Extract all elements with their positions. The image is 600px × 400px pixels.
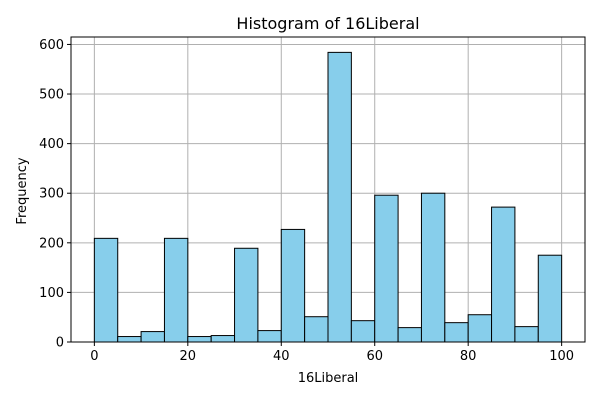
y-tick-label-4: 400	[39, 137, 64, 152]
histogram-bar-15	[444, 322, 469, 343]
x-tick-label-3: 60	[366, 349, 383, 364]
plot-frame	[70, 36, 586, 343]
histogram-bar-3	[163, 237, 189, 343]
histogram-bar-0	[93, 237, 119, 343]
histogram-bar-19	[537, 254, 563, 343]
histogram-bar-2	[140, 331, 165, 343]
y-tick-label-5: 500	[39, 88, 64, 103]
histogram-bar-8	[280, 228, 306, 343]
histogram-bar-10	[327, 51, 352, 343]
histogram-bar-17	[491, 206, 516, 343]
histogram-bar-4	[187, 336, 212, 343]
y-tick-label-3: 300	[39, 187, 64, 202]
x-tick-label-5: 100	[549, 349, 574, 364]
histogram-bar-9	[304, 316, 329, 343]
x-tick-label-4: 80	[460, 349, 477, 364]
x-axis-label: 16Liberal	[298, 371, 359, 386]
y-axis-ticks: 0 100 200 300 400 500 600	[39, 38, 71, 351]
y-axis-label: Frequency	[15, 157, 30, 224]
histogram-bar-1	[117, 336, 142, 343]
histogram-bar-7	[257, 330, 282, 343]
x-tick-label-2: 40	[273, 349, 290, 364]
histogram-bar-5	[210, 335, 236, 343]
histogram-bar-11	[350, 320, 376, 343]
bars	[93, 51, 563, 343]
y-tick-label-6: 600	[39, 38, 64, 53]
histogram-bar-6	[234, 247, 259, 343]
y-tick-label-2: 200	[39, 236, 64, 251]
chart-title: Histogram of 16Liberal	[236, 14, 419, 33]
y-tick-label-1: 100	[39, 286, 64, 301]
histogram-bar-13	[397, 327, 422, 343]
histogram-bar-18	[514, 326, 539, 343]
x-axis-ticks: 0 20 40 60 80 100	[90, 342, 574, 364]
histogram-bar-14	[420, 192, 446, 343]
x-tick-label-1: 20	[180, 349, 197, 364]
y-tick-label-0: 0	[56, 336, 64, 351]
histogram-bar-16	[467, 314, 493, 343]
histogram-bar-12	[374, 194, 399, 343]
x-tick-label-0: 0	[90, 349, 98, 364]
